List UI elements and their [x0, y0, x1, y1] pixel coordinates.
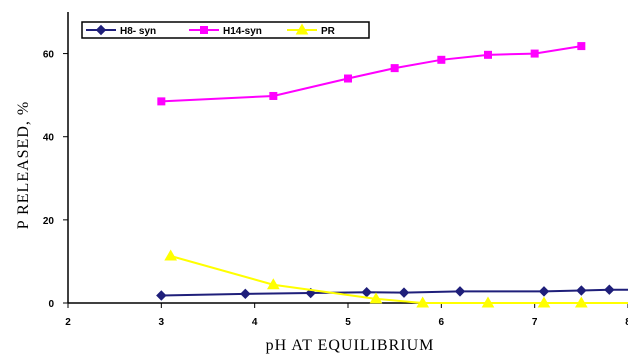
- x-tick-label: 5: [345, 317, 351, 328]
- x-tick-label: 6: [439, 317, 445, 328]
- series-2: [157, 42, 586, 106]
- data-point: [157, 97, 166, 106]
- x-axis-title: pH AT EQUILIBRIUM: [266, 337, 435, 354]
- data-point: [574, 296, 588, 308]
- x-tick-label: 2: [65, 317, 71, 328]
- data-point: [481, 296, 495, 308]
- data-point: [361, 286, 372, 298]
- legend-marker: [295, 23, 309, 35]
- data-point: [437, 55, 446, 64]
- legend-marker: [95, 24, 107, 36]
- axes: 0 20 40 60 2 3 4 5 6 7 8: [43, 12, 628, 328]
- series-1: [156, 284, 628, 301]
- data-point: [538, 286, 550, 297]
- data-point: [484, 50, 492, 59]
- data-point: [530, 49, 539, 58]
- data-point: [266, 278, 280, 290]
- data-point: [537, 296, 551, 308]
- legend: H8- syn H14-syn PR: [81, 21, 370, 39]
- legend-marker: [200, 26, 208, 34]
- y-tick-label: 20: [43, 216, 55, 227]
- series-3: [164, 249, 628, 308]
- series-line: [161, 45, 582, 103]
- y-tick-label: 40: [43, 133, 55, 144]
- data-point: [604, 284, 615, 295]
- legend-label: H8- syn: [120, 26, 156, 37]
- data-point: [240, 288, 251, 300]
- x-tick-label: 7: [532, 317, 538, 328]
- data-point: [369, 292, 383, 304]
- legend-label: PR: [321, 26, 336, 37]
- x-tick-label: 4: [252, 317, 258, 328]
- data-point: [416, 296, 430, 308]
- legend-label: H14-syn: [223, 26, 262, 37]
- data-point: [269, 91, 278, 100]
- series-layer: [156, 42, 628, 308]
- series-line: [161, 288, 628, 297]
- data-point: [577, 42, 586, 51]
- data-point: [156, 290, 167, 301]
- data-point: [576, 285, 587, 296]
- y-tick-label: 0: [48, 299, 54, 310]
- data-point: [344, 74, 352, 83]
- series-line: [170, 255, 628, 304]
- data-point: [390, 64, 399, 73]
- x-tick-label: 8: [625, 317, 628, 328]
- y-axis-title: P RELEASED, %: [15, 101, 32, 229]
- data-point: [164, 249, 178, 261]
- data-point: [454, 286, 466, 297]
- y-tick-label: 60: [43, 50, 55, 61]
- x-tick-label: 3: [159, 317, 165, 328]
- data-point: [398, 287, 410, 298]
